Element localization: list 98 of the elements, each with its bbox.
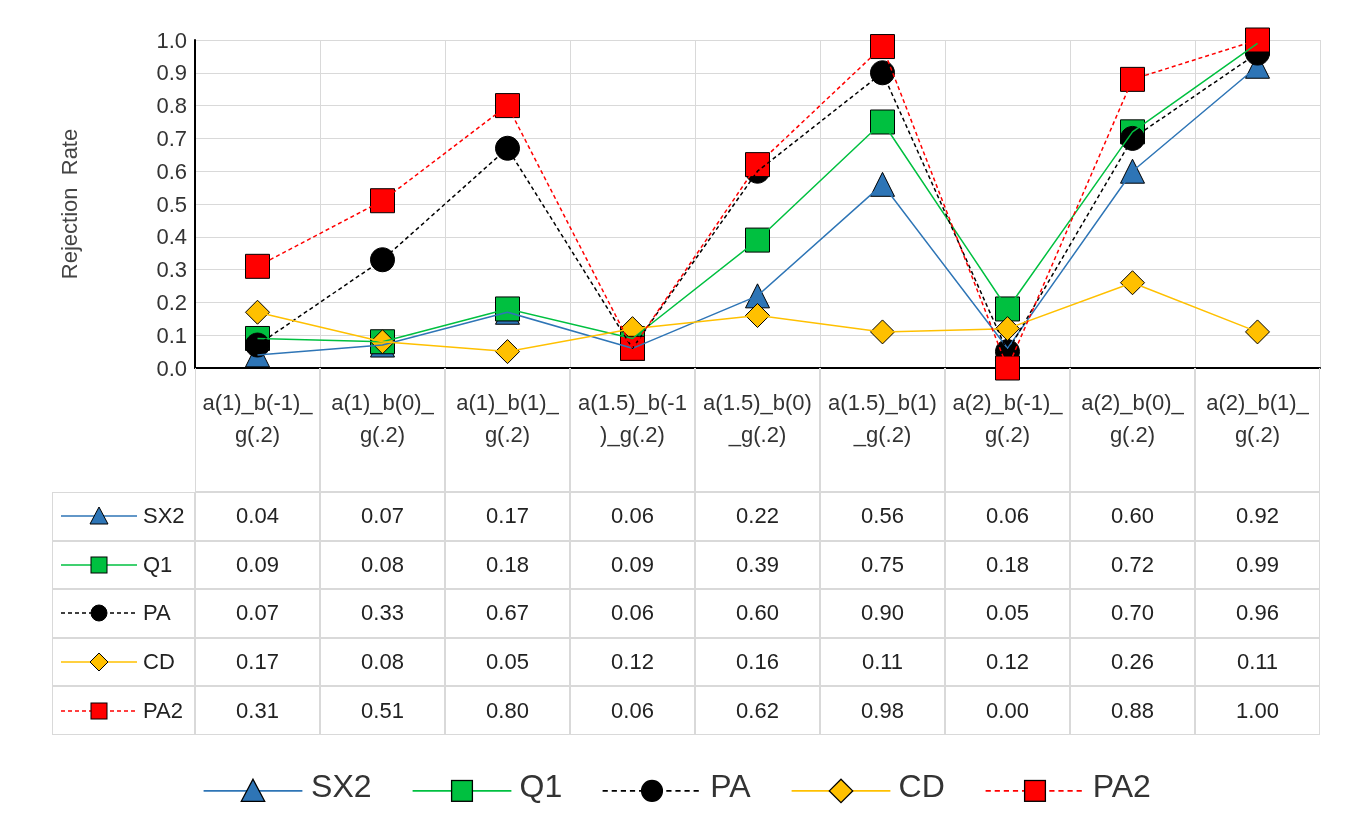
data-label: 0.60 [1070, 492, 1195, 541]
data-label: 0.06 [945, 492, 1070, 541]
y-tick-label: 0.2 [156, 289, 187, 315]
y-tick-label: 0.3 [156, 257, 187, 283]
point [870, 60, 895, 86]
data-label: 0.33 [320, 589, 445, 638]
text: Q1 [519, 768, 563, 804]
legend-label: CD [143, 649, 175, 676]
point [245, 299, 270, 325]
y-tick-label: 0.5 [156, 191, 187, 217]
point [495, 339, 520, 365]
data-label: 0.05 [945, 589, 1070, 638]
point [245, 253, 270, 279]
data-label: 0.98 [820, 686, 945, 735]
point [870, 34, 895, 60]
x-tick-label: a(2)_b(-1)_g(.2) [952, 389, 1064, 447]
point [495, 93, 520, 119]
data-label: 0.75 [820, 540, 945, 590]
data-label: 0.22 [695, 492, 820, 541]
y-axis-title: Rejection Rate [56, 128, 82, 280]
y-tick-label: 0.8 [156, 93, 187, 119]
legend-label: PA2 [143, 697, 183, 724]
x-tick-label: a(1)_b(1)_g(.2) [456, 389, 560, 447]
y-tick-label: 0.4 [156, 224, 187, 250]
data-label: 0.06 [570, 589, 695, 638]
data-label: 0.99 [1195, 540, 1320, 590]
text: PA2 [1092, 768, 1151, 804]
data-label: 0.08 [320, 540, 445, 590]
y-tick-label: 0.0 [156, 355, 187, 381]
y-tick-label: 1.0 [156, 27, 187, 53]
point [745, 227, 770, 253]
data-label: 0.26 [1070, 637, 1195, 687]
data-label: 0.90 [820, 589, 945, 638]
legend-label: SX2 [143, 503, 185, 530]
data-label: 0.62 [695, 686, 820, 735]
data-label: 0.96 [1195, 589, 1320, 638]
text: CD [898, 768, 945, 804]
data-label: 0.70 [1070, 589, 1195, 638]
data-label: 0.11 [1195, 637, 1320, 687]
data-label: 0.16 [695, 637, 820, 687]
data-label: 0.60 [695, 589, 820, 638]
data-label: 1.00 [1195, 686, 1320, 735]
data-label: 0.31 [195, 686, 320, 735]
data-label: 0.51 [320, 686, 445, 735]
data-label: 0.07 [195, 589, 320, 638]
point [995, 316, 1020, 342]
point [1120, 66, 1145, 92]
point [245, 332, 270, 358]
data-label: 0.12 [945, 637, 1070, 687]
legend-label: Q1 [143, 551, 173, 578]
data-label: 0.72 [1070, 540, 1195, 590]
point [370, 188, 395, 214]
data-label: 0.11 [820, 637, 945, 687]
x-tick-label: a(1)_b(0)_g(.2) [331, 389, 435, 447]
data-label: 0.17 [195, 637, 320, 687]
data-label: 0.12 [570, 637, 695, 687]
data-label: 0.05 [445, 637, 570, 687]
x-tick-label: a(2)_b(0)_g(.2) [1081, 389, 1185, 447]
data-label: 0.07 [320, 492, 445, 541]
point [870, 319, 895, 345]
point [1245, 319, 1270, 345]
data-label: 0.18 [445, 540, 570, 590]
data-label: 0.09 [195, 540, 320, 590]
data-label: 0.17 [445, 492, 570, 541]
data-label: 0.67 [445, 589, 570, 638]
data-label: 0.08 [320, 637, 445, 687]
legend-label: PA [143, 600, 171, 627]
point [995, 355, 1020, 381]
data-label: 0.56 [820, 492, 945, 541]
y-tick-label: 0.1 [156, 322, 187, 348]
data-label: 0.92 [1195, 492, 1320, 541]
text: PA [710, 768, 751, 804]
y-tick-label: 0.9 [156, 60, 187, 86]
y-tick-label: 0.7 [156, 125, 187, 151]
point [370, 247, 395, 273]
point [1120, 158, 1145, 184]
data-label: 0.80 [445, 686, 570, 735]
x-tick-label: a(1)_b(-1)_g(.2) [202, 389, 314, 447]
point [495, 135, 520, 161]
data-label: 0.00 [945, 686, 1070, 735]
y-tick-label: 0.6 [156, 158, 187, 184]
point [745, 152, 770, 178]
point [1120, 125, 1145, 151]
data-label: 0.09 [570, 540, 695, 590]
point [1120, 270, 1145, 296]
data-label: 0.04 [195, 492, 320, 541]
data-label: 0.06 [570, 492, 695, 541]
text: SX2 [311, 768, 372, 804]
x-tick-label: a(2)_b(1)_g(.2) [1206, 389, 1310, 447]
x-tick-label: a(1.5)_b(0)_g(.2) [703, 389, 812, 447]
x-tick-label: a(1.5)_b(1)_g(.2) [828, 389, 937, 447]
point [995, 296, 1020, 322]
x-tick-label: a(1.5)_b(-1)_g(.2) [578, 389, 687, 447]
data-label: 0.88 [1070, 686, 1195, 735]
point [870, 109, 895, 135]
data-label: 0.39 [695, 540, 820, 590]
data-label: 0.06 [570, 686, 695, 735]
data-label: 0.18 [945, 540, 1070, 590]
